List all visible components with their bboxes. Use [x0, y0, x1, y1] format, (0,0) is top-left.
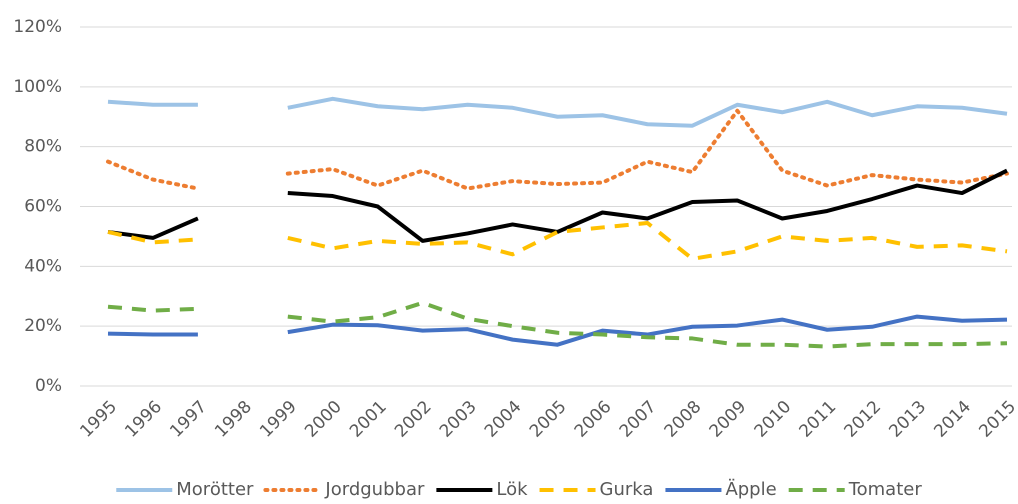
- x-tick-label: 2011: [796, 397, 841, 442]
- series-line: [107, 96, 1008, 128]
- x-tick-label: 2008: [661, 397, 706, 442]
- x-tick-label: 2001: [346, 397, 391, 442]
- legend-label: Morötter: [176, 479, 254, 500]
- x-tick-label: 2005: [526, 397, 571, 442]
- y-tick-label: 120%: [13, 17, 62, 37]
- y-tick-label: 20%: [24, 316, 62, 336]
- series-line: [107, 168, 1008, 243]
- series-line: [107, 314, 1008, 347]
- x-tick-label: 2000: [301, 397, 346, 442]
- x-tick-label: 2006: [571, 397, 616, 442]
- y-tick-label: 0%: [35, 376, 62, 396]
- y-tick-label: 40%: [24, 256, 62, 276]
- x-tick-label: 2014: [930, 397, 975, 442]
- x-tick-label: 2007: [616, 397, 661, 442]
- x-tick-label: 1999: [256, 397, 301, 442]
- x-tick-label: 2004: [481, 397, 526, 442]
- x-tick-label: 2013: [885, 397, 930, 442]
- x-tick-label: 1995: [76, 397, 121, 442]
- legend-label: Jordgubbar: [324, 479, 425, 500]
- x-tick-label: 1997: [166, 397, 211, 442]
- x-tick-label: 1996: [121, 397, 166, 442]
- series-line: [107, 300, 1008, 349]
- x-tick-label: 1998: [211, 397, 256, 442]
- legend-label: Tomater: [848, 479, 923, 500]
- x-tick-label: 2003: [436, 397, 481, 442]
- legend-label: Äpple: [725, 479, 776, 500]
- series-line: [106, 108, 1009, 191]
- legend-label: Gurka: [600, 479, 654, 500]
- x-tick-label: 2015: [975, 397, 1018, 442]
- y-tick-label: 100%: [13, 77, 62, 97]
- x-tick-label: 2009: [706, 397, 751, 442]
- legend: Morötter Jordgubbar Lök Gurka Äpple Tomater: [116, 479, 922, 500]
- x-tick-label: 2002: [391, 397, 436, 442]
- series-line: [107, 220, 1008, 261]
- x-tick-label: 2010: [751, 397, 796, 442]
- legend-label: Lök: [496, 479, 528, 500]
- x-tick-label: 2012: [840, 397, 885, 442]
- y-tick-label: 80%: [24, 137, 62, 157]
- y-tick-label: 60%: [24, 197, 62, 217]
